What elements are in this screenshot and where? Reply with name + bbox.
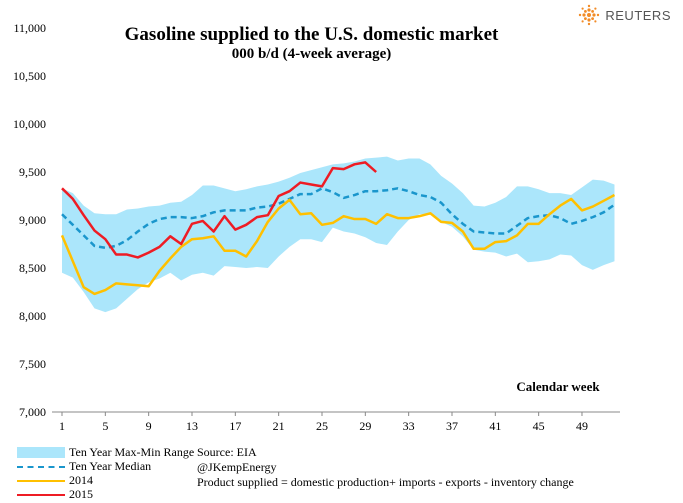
x-tick-label: 29 [359, 419, 371, 433]
reuters-logo-text: REUTERS [605, 7, 671, 23]
legend-swatch-median [17, 465, 65, 468]
plot-area: 7,000 7,500 8,000 8,500 9,000 9,500 10,000 10,5… [13, 21, 620, 433]
y-tick-label: 9,500 [19, 165, 46, 179]
legend-label: Ten Year Median [69, 459, 152, 473]
series-line-ten-year-median [61, 187, 616, 250]
legend-range: Ten Year Max-Min Range [17, 445, 194, 460]
footnote: Product supplied = domestic production+ … [197, 475, 574, 489]
author-handle: @JKempEnergy [197, 460, 277, 474]
legend-label: 2015 [69, 487, 93, 501]
x-tick-label: 49 [576, 419, 588, 433]
legend-median: Ten Year Median [17, 459, 151, 474]
y-tick-label: 8,000 [19, 309, 46, 323]
legend-swatch-range [17, 447, 65, 458]
x-tick-label: 37 [446, 419, 458, 433]
series-line-2015 [61, 161, 377, 259]
x-axis-label: Calendar week [516, 379, 600, 394]
series-line-2014 [60, 193, 616, 296]
x-tick-label: 5 [102, 419, 108, 433]
y-tick-label: 8,500 [19, 261, 46, 275]
x-tick-label: 17 [229, 419, 241, 433]
source-text: Source: EIA [197, 445, 257, 459]
x-tick-label: 45 [533, 419, 545, 433]
chart-title: Gasoline supplied to the U.S. domestic m… [124, 24, 499, 45]
y-tick-label: 9,000 [19, 213, 46, 227]
y-tick-label: 10,500 [13, 69, 46, 83]
legend-2014: 2014 [17, 473, 93, 488]
legend-swatch-2015 [17, 493, 65, 496]
x-tick-label: 9 [146, 419, 152, 433]
x-tick-label: 41 [489, 419, 501, 433]
y-tick-label: 11,000 [13, 21, 46, 35]
chart-subtitle: 000 b/d (4-week average) [231, 46, 392, 62]
x-tick-label: 33 [403, 419, 415, 433]
y-tick-label: 7,500 [19, 357, 46, 371]
x-tick-label: 21 [273, 419, 285, 433]
y-tick-label: 10,000 [13, 117, 46, 131]
range-band [62, 156, 615, 313]
reuters-logo: REUTERS [578, 4, 671, 26]
x-tick-label: 25 [316, 419, 328, 433]
legend-label: 2014 [69, 473, 93, 487]
reuters-logo-icon [579, 4, 600, 26]
legend-swatch-2014 [17, 479, 65, 482]
x-tick-label: 13 [186, 419, 198, 433]
legend-label: Ten Year Max-Min Range [69, 445, 195, 459]
y-tick-label: 7,000 [19, 405, 46, 419]
legend-2015: 2015 [17, 487, 93, 502]
x-tick-label: 1 [59, 419, 65, 433]
